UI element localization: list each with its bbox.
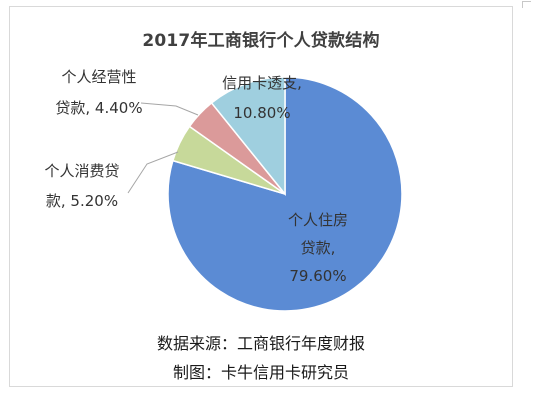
corner-mark (522, 1, 531, 8)
pie-slice-credit-card (210, 76, 286, 197)
slice-label-housing: 个人住房贷款, 79.60% (288, 211, 348, 285)
data-source-note: 数据来源：工商银行年度财报 (156, 334, 365, 353)
slice-label-credit-card: 信用卡透支, 10.80% (222, 74, 302, 122)
leader-line-consumer (127, 151, 179, 194)
chart-credit-note: 制图：卡牛信用卡研究员 (172, 363, 349, 382)
chart-title: 2017年工商银行个人贷款结构 (142, 31, 380, 51)
leader-line-business (140, 102, 199, 116)
slice-label-business: 个人经营性贷款, 4.40% (55, 68, 142, 117)
slice-label-consumer: 个人消费贷款, 5.20% (44, 162, 119, 210)
